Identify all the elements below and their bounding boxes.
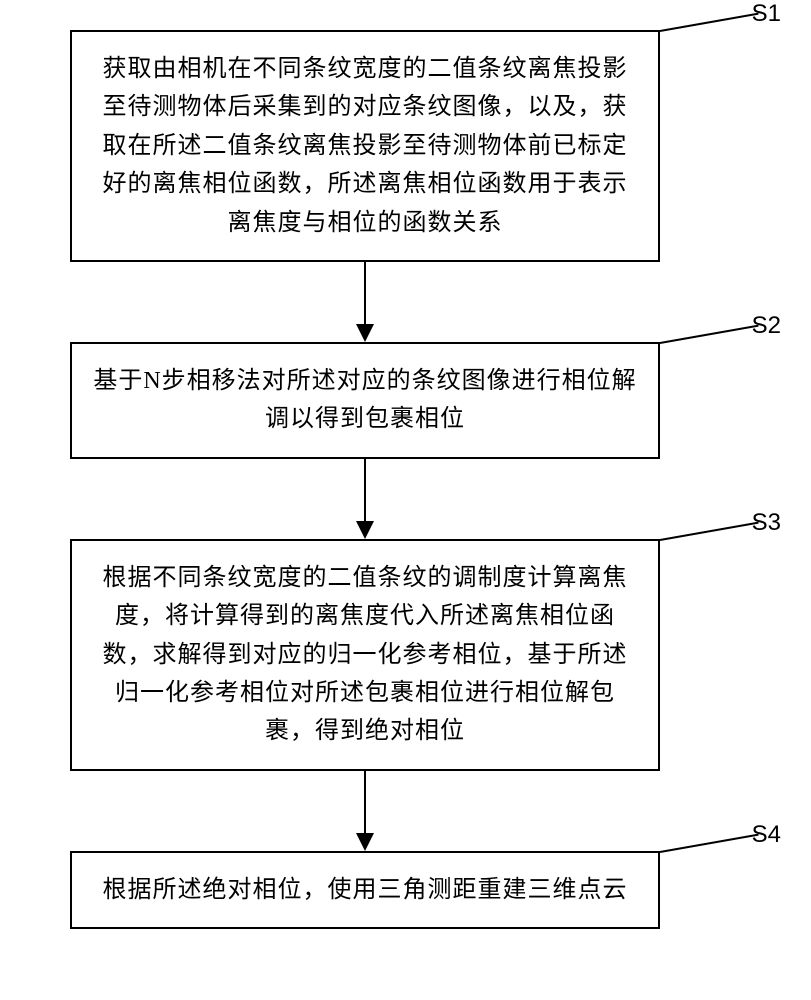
flowchart-container: 获取由相机在不同条纹宽度的二值条纹离焦投影至待测物体后采集到的对应条纹图像，以及…: [0, 0, 811, 959]
step-s1-box: 获取由相机在不同条纹宽度的二值条纹离焦投影至待测物体后采集到的对应条纹图像，以及…: [70, 30, 660, 262]
step-s4-container: 根据所述绝对相位，使用三角测距重建三维点云 S4: [0, 851, 811, 929]
arrow-head-1-2: [356, 324, 374, 342]
arrow-head-2-3: [356, 521, 374, 539]
step-s2-label: S2: [752, 312, 781, 340]
step-s3-box: 根据不同条纹宽度的二值条纹的调制度计算离焦度，将计算得到的离焦度代入所述离焦相位…: [70, 539, 660, 771]
arrow-head-3-4: [356, 833, 374, 851]
step-s2-text: 基于N步相移法对所述对应的条纹图像进行相位解调以得到包裹相位: [93, 368, 636, 432]
step-s3-container: 根据不同条纹宽度的二值条纹的调制度计算离焦度，将计算得到的离焦度代入所述离焦相位…: [0, 539, 811, 771]
arrow-line-1-2: [364, 262, 366, 332]
step-s1-label: S1: [752, 0, 781, 28]
step-s3-text: 根据不同条纹宽度的二值条纹的调制度计算离焦度，将计算得到的离焦度代入所述离焦相位…: [103, 565, 628, 745]
step-s3-label: S3: [752, 509, 781, 537]
step-s1-container: 获取由相机在不同条纹宽度的二值条纹离焦投影至待测物体后采集到的对应条纹图像，以及…: [0, 30, 811, 262]
step-s4-text: 根据所述绝对相位，使用三角测距重建三维点云: [103, 877, 628, 903]
step-s1-text: 获取由相机在不同条纹宽度的二值条纹离焦投影至待测物体后采集到的对应条纹图像，以及…: [103, 56, 628, 236]
arrow-line-3-4: [364, 771, 366, 841]
step-s2-box: 基于N步相移法对所述对应的条纹图像进行相位解调以得到包裹相位: [70, 342, 660, 459]
leader-s3: [660, 521, 759, 540]
arrow-1-2: [70, 262, 660, 342]
step-s4-label: S4: [752, 821, 781, 849]
leader-s4: [660, 833, 759, 852]
step-s4-box: 根据所述绝对相位，使用三角测距重建三维点云: [70, 851, 660, 929]
leader-s2: [660, 325, 759, 344]
leader-s1: [660, 13, 759, 32]
arrow-2-3: [70, 459, 660, 539]
arrow-3-4: [70, 771, 660, 851]
step-s2-container: 基于N步相移法对所述对应的条纹图像进行相位解调以得到包裹相位 S2: [0, 342, 811, 459]
arrow-line-2-3: [364, 459, 366, 529]
